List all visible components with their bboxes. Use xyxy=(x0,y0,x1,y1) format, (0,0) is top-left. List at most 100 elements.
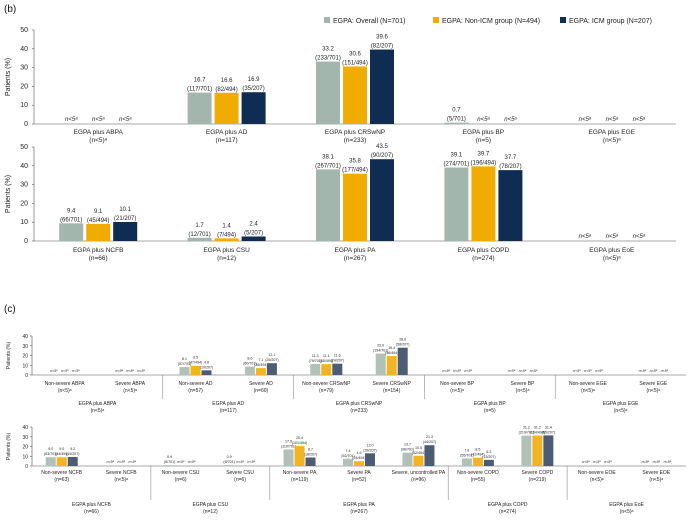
category-label: EGPA plus ABPA xyxy=(74,129,124,136)
category-n-label: (n=12) xyxy=(217,255,236,262)
category-label: EGPA plus EoE xyxy=(589,247,635,254)
bar-icm xyxy=(67,457,78,466)
bar-suppressed-label: n<5ᵃ xyxy=(579,117,592,123)
bar-suppressed-label: n<5ᵃ xyxy=(519,369,527,373)
bar-data-label: 1.4 xyxy=(222,223,231,229)
group-n-label: (n<5)ᵃ xyxy=(614,408,628,414)
bar-nonicm xyxy=(321,364,332,375)
category-n-label: (n=117) xyxy=(216,137,238,144)
bar-suppressed-label: n<5ᵃ xyxy=(582,460,590,464)
subcategory-n-label: (n=119) xyxy=(291,477,308,483)
bar-data-label: 9.0 xyxy=(48,447,53,451)
bar-suppressed-label: n<5ᵃ xyxy=(442,369,450,373)
subcategory-n-label: (n=52) xyxy=(352,477,367,483)
bar-suppressed-label: n<5ᵃ xyxy=(106,460,114,464)
bar-data-label: (219/701) xyxy=(519,431,534,435)
bar-data-label: 37.7 xyxy=(505,155,517,161)
bar-data-label: 16.7 xyxy=(194,78,206,84)
bar-data-label: (44/494) xyxy=(55,452,68,456)
group-n-label: (n=12) xyxy=(203,509,218,515)
y-tick-label: 10 xyxy=(22,454,28,460)
subcategory-n-label: (n<5)ᵃ xyxy=(114,477,128,483)
subcategory-label: Severe PA xyxy=(347,470,371,476)
bar-data-label: (35/494) xyxy=(254,363,267,367)
subcategory-label: Non-severe BP xyxy=(440,381,475,387)
y-tick-label: 40 xyxy=(20,163,28,170)
category-label: EGPA plus COPD xyxy=(458,247,510,254)
subcategory-n-label: (n=219) xyxy=(529,477,547,483)
bar-suppressed-label: n<5ᵃ xyxy=(595,369,603,373)
bar-data-label: (52/701) xyxy=(341,454,354,458)
group-label: EGPA plus EoE xyxy=(609,502,644,508)
bar-data-label: (24/207) xyxy=(331,359,344,363)
bar-suppressed-label: n<5ᵃ xyxy=(633,117,646,123)
bar-data-label: 16.9 xyxy=(248,77,260,83)
bar-nonicm xyxy=(413,455,424,466)
bar-data-label: (5/207) xyxy=(244,230,263,236)
bar-data-label: 13.0 xyxy=(367,443,374,447)
bar-data-label: (25/207) xyxy=(265,358,278,362)
panel-b-label: (b) xyxy=(4,4,16,15)
bar-overall xyxy=(164,465,175,466)
bar-data-label: (24/494) xyxy=(352,456,365,460)
bar-overall xyxy=(343,458,353,466)
bar-suppressed-label: n<5ᵃ xyxy=(236,460,244,464)
bar-data-label: (177/494) xyxy=(342,168,368,174)
bar-overall xyxy=(461,458,472,466)
bar-suppressed-label: n<5ᵃ xyxy=(65,117,78,123)
bar-data-label: (117/701) xyxy=(187,87,212,93)
category-n-label: (n=233) xyxy=(344,137,367,144)
bar-suppressed-label: n<5ᵃ xyxy=(579,234,592,240)
bar-data-label: (55/701) xyxy=(460,453,473,457)
subcategory-label: Non-severe AD xyxy=(179,381,213,387)
bar-data-label: (90/207) xyxy=(371,153,393,159)
bar-overall xyxy=(521,435,532,466)
bar-suppressed-label: n<5ᵃ xyxy=(653,460,661,464)
subcategory-label: Severe ABPA xyxy=(115,381,146,387)
bar-nonicm xyxy=(354,461,364,466)
subcategory-n-label: (n=96) xyxy=(411,477,426,483)
legend: EGPA: Overall (N=701) EGPA: Non-ICM group… xyxy=(324,17,652,25)
y-tick-label: 30 xyxy=(20,182,28,189)
bar-suppressed-label: n<5ᵃ xyxy=(606,234,619,240)
bar-suppressed-label: n<5ᵃ xyxy=(453,369,461,373)
bar-suppressed-label: n<5ᵃ xyxy=(128,460,136,464)
bar-data-label: (58/207) xyxy=(396,343,409,347)
category-n-label: (n<5)ᵃ xyxy=(603,255,621,262)
subcategory-n-label: (n=63) xyxy=(54,477,69,483)
bar-suppressed-label: n<5ᵃ xyxy=(664,460,672,464)
bar-data-label: 2.4 xyxy=(249,221,258,227)
panel-c-label: (c) xyxy=(4,304,16,315)
bar-data-label: (274/701) xyxy=(444,161,470,167)
group-label: EGPA plus EGE xyxy=(603,401,639,407)
bar-nonicm xyxy=(255,368,266,375)
y-tick-label: 0 xyxy=(25,464,28,470)
bar-data-label: 1.7 xyxy=(195,223,204,229)
y-axis-title: Patients (%) xyxy=(6,433,12,461)
subcategory-label: Severe, uncontrolled PA xyxy=(392,470,446,476)
subcategory-label: Non-severe CSU xyxy=(162,470,200,476)
bar-data-label: (196/494) xyxy=(471,160,497,166)
bar-data-label: 39.7 xyxy=(478,151,490,157)
bar-data-label: 21.3 xyxy=(426,435,433,439)
bar-data-label: 12.1 xyxy=(268,353,275,357)
y-tick-label: 20 xyxy=(20,200,28,207)
bar-suppressed-label: n<5ᵃ xyxy=(530,369,538,373)
category-label: EGPA plus PA xyxy=(335,247,377,254)
y-tick-label: 20 xyxy=(22,445,28,451)
subcategory-n-label: (n<5)ᵃ xyxy=(516,388,530,394)
bar-data-label: (96/494) xyxy=(385,351,398,355)
y-tick-label: 0 xyxy=(24,238,28,245)
bar-data-label: 39.6 xyxy=(376,35,388,41)
group-n-label: (n<5)ᵃ xyxy=(91,408,105,414)
bar-overall xyxy=(444,167,469,241)
bar-nonicm xyxy=(471,166,496,241)
bar-data-label: (7/494) xyxy=(217,232,236,238)
bar-data-label: (63/701) xyxy=(44,452,57,456)
bar-suppressed-label: n<5ᵃ xyxy=(639,369,647,373)
bar-nonicm xyxy=(214,92,239,124)
bar-suppressed-label: n<5ᵃ xyxy=(573,369,581,373)
bar-data-label: (82/207) xyxy=(371,44,393,50)
bar-suppressed-label: n<5ᵃ xyxy=(115,369,123,373)
